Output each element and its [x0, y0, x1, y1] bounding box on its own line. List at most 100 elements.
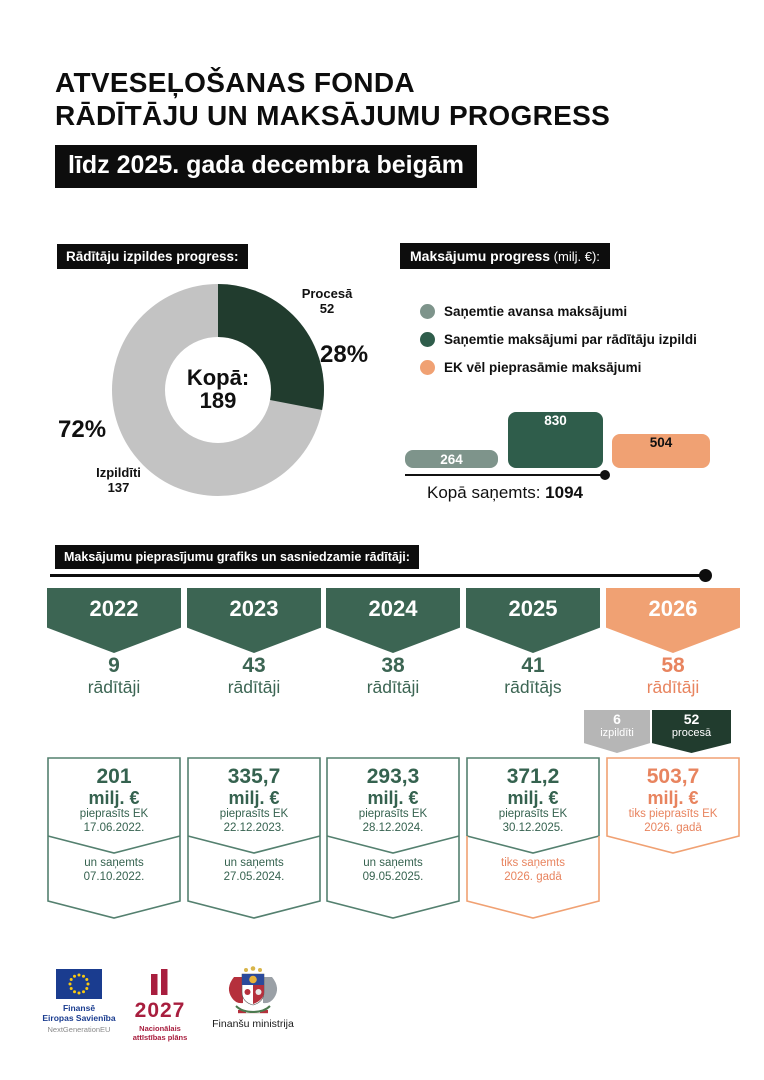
card-s2-line2: 2026. gadā	[504, 870, 562, 883]
slice-label-izpilditi: Izpildīti 137	[76, 465, 161, 495]
count-number: 9	[108, 654, 120, 677]
card-top-section: 371,2 milj. € pieprasīts EK 30.12.2025.	[466, 766, 600, 835]
payment-card-2023: 335,7 milj. € pieprasīts EK 22.12.2023. …	[187, 757, 321, 919]
payment-card-2024: 293,3 milj. € pieprasīts EK 28.12.2024. …	[326, 757, 460, 919]
year-count-2026: 58 rādītāji	[606, 654, 740, 697]
card-line1: pieprasīts EK	[79, 808, 149, 820]
subtitle-badge: līdz 2025. gada decembra beigām	[55, 145, 477, 188]
latvia-coat-of-arms-icon	[220, 966, 286, 1023]
legend-item-pieprasami: EK vēl pieprasāmie maksājumi	[420, 358, 730, 376]
eu-label-line3: NextGenerationEU	[47, 1025, 111, 1034]
card-bottom-section: tiks saņemts 2026. gadā	[466, 857, 600, 884]
year-pennant-2023: 2023	[187, 588, 321, 653]
nap2027-year: 2027	[134, 999, 186, 1022]
count-number: 41	[521, 654, 545, 677]
card-s2-line2: 09.05.2025.	[362, 870, 424, 883]
card-unit: milj. €	[367, 788, 419, 808]
payment-card-2026: 503,7 milj. € tiks pieprasīts EK 2026. g…	[606, 757, 740, 919]
legend-label: Saņemtie avansa maksājumi	[444, 303, 628, 319]
donut-arc	[112, 284, 324, 496]
count-unit: rādītāji	[646, 677, 700, 697]
card-line1: tiks pieprasīts EK	[628, 808, 718, 820]
mini-value: 52	[683, 711, 700, 727]
ministry-label: Finanšu ministrija	[212, 1018, 294, 1030]
count-unit: rādītājs	[504, 677, 562, 697]
card-amount: 371,2	[506, 765, 560, 788]
card-outline	[187, 757, 321, 919]
procesa-value: 52	[319, 301, 335, 316]
card-line2: 2026. gadā	[644, 821, 702, 834]
payments-header-badge: Maksājumu progress (milj. €):	[400, 243, 610, 269]
donut-total-label: Kopā:	[186, 365, 250, 390]
card-line1: pieprasīts EK	[498, 808, 568, 820]
payments-bar-chart: 264 830 504	[405, 410, 715, 468]
timeline-header-badge: Maksājumu pieprasījumu grafiks un sasnie…	[55, 545, 419, 569]
card-unit: milj. €	[647, 788, 699, 808]
year-label: 2022	[89, 596, 139, 621]
payment-bar: 504	[612, 434, 710, 468]
slice-label-procesa: Procesā 52	[282, 286, 372, 316]
card-line2: 28.12.2024.	[362, 821, 424, 834]
card-line1: pieprasīts EK	[358, 808, 428, 820]
payment-bar: 264	[405, 450, 498, 468]
card-s2-line2: 07.10.2022.	[83, 870, 145, 883]
card-outline	[606, 757, 740, 854]
card-outline	[466, 757, 600, 919]
count-unit: rādītāji	[87, 677, 141, 697]
nap2027-caption: Nacionālais attīstības plāns	[128, 1024, 192, 1042]
card-s2-line2: 27.05.2024.	[223, 870, 285, 883]
payments-total: Kopā saņemts: 1094	[400, 483, 610, 503]
mini-pennant-izpilditi: 6 izpildīti	[584, 710, 650, 753]
izpilditi-text: Izpildīti	[96, 465, 141, 480]
legend-dot-sage	[420, 303, 435, 319]
legend-label: EK vēl pieprasāmie maksājumi	[444, 359, 642, 375]
card-top-section: 335,7 milj. € pieprasīts EK 22.12.2023.	[187, 766, 321, 835]
card-outline	[47, 757, 181, 919]
payment-card-2025: 371,2 milj. € pieprasīts EK 30.12.2025. …	[466, 757, 600, 919]
year-count-2024: 38 rādītāji	[326, 654, 460, 697]
count-number: 58	[661, 654, 685, 677]
payments-header-light: (milj. €):	[550, 249, 600, 264]
card-amount: 201	[96, 765, 132, 788]
card-outline	[326, 757, 460, 919]
count-unit: rādītāji	[366, 677, 420, 697]
legend-item-avansa: Saņemtie avansa maksājumi	[420, 302, 730, 320]
card-unit: milj. €	[507, 788, 559, 808]
payments-header-bold: Maksājumu progress	[410, 248, 551, 264]
nap2027-bars-icon	[151, 969, 168, 995]
card-line2: 22.12.2023.	[223, 821, 285, 834]
card-unit: milj. €	[88, 788, 140, 808]
card-top-section: 201 milj. € pieprasīts EK 17.06.2022.	[47, 766, 181, 835]
card-amount: 503,7	[646, 765, 700, 788]
card-unit: milj. €	[228, 788, 280, 808]
nap2027-caption-line2: attīstības plāns	[132, 1032, 188, 1042]
card-amount: 293,3	[366, 765, 420, 788]
card-amount: 335,7	[227, 765, 281, 788]
count-unit: rādītāji	[227, 677, 281, 697]
nap2027-logo: 2027 Nacionālais attīstības plāns	[128, 969, 192, 1042]
legend-item-izpildi: Saņemtie maksājumi par rādītāju izpildi	[420, 330, 730, 348]
mini-value: 6	[613, 711, 621, 727]
mini-pennant-procesa: 52 procesā	[652, 710, 731, 753]
year-label: 2026	[648, 596, 698, 621]
nap2027-caption-line1: Nacionālais	[139, 1024, 181, 1033]
payments-total-label: Kopā saņemts:	[427, 483, 541, 502]
eu-stars	[68, 973, 90, 995]
year-label: 2023	[229, 596, 279, 621]
title-line-2: RĀDĪTĀJU UN MAKSĀJUMU PROGRESS	[55, 100, 611, 131]
card-s2-line1: tiks saņemts	[501, 857, 565, 869]
donut-svg	[112, 284, 324, 496]
eu-label-line2: Eiropas Savienība	[42, 1012, 116, 1023]
timeline-endpoint-dot	[699, 569, 712, 582]
payment-card-2022: 201 milj. € pieprasīts EK 17.06.2022. un…	[47, 757, 181, 919]
legend-dot-green	[420, 331, 435, 347]
card-bottom-section: un saņemts 07.10.2022.	[47, 857, 181, 884]
eu-funding-logo: Finansē Eiropas Savienība NextGeneration…	[36, 969, 122, 1034]
year-label: 2025	[508, 596, 558, 621]
bar-value: 830	[544, 413, 567, 428]
year-pennant-2024: 2024	[326, 588, 460, 653]
donut-total-value: 189	[199, 388, 237, 413]
page-title: ATVESEĻOŠANAS FONDA RĀDĪTĀJU UN MAKSĀJUM…	[55, 66, 610, 132]
count-number: 38	[381, 654, 405, 677]
